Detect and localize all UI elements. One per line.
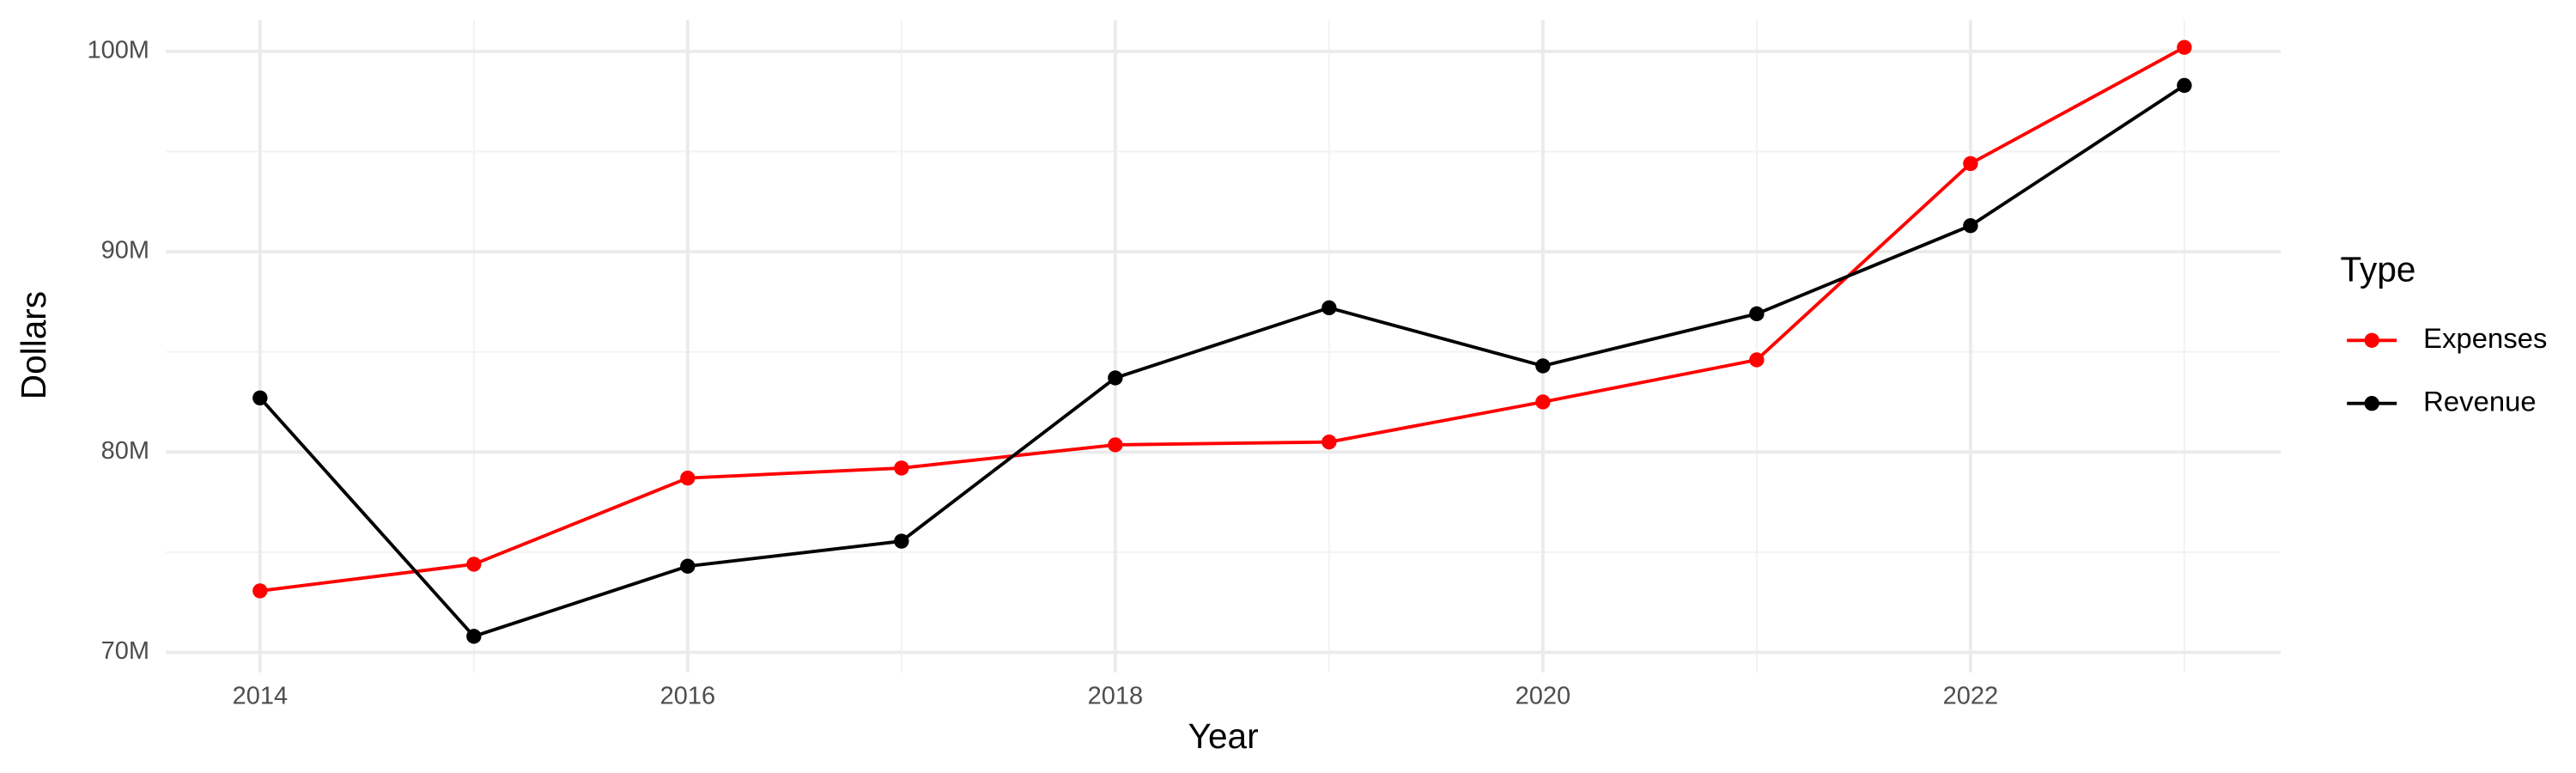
data-point: [1535, 394, 1551, 410]
x-tick-label: 2020: [1516, 683, 1571, 710]
data-point: [1108, 437, 1123, 453]
data-point: [1963, 155, 1978, 172]
data-point: [466, 629, 482, 644]
data-point: [2177, 40, 2192, 55]
data-point: [2177, 77, 2192, 94]
data-point: [680, 558, 696, 574]
data-point: [894, 533, 909, 549]
x-axis-label: Year: [1188, 716, 1259, 756]
y-tick-label: 70M: [101, 637, 149, 665]
data-point: [252, 583, 268, 599]
legend-title: Type: [2341, 250, 2416, 289]
series-line: [258, 83, 2185, 639]
legend-label: Expenses: [2423, 322, 2547, 354]
y-axis-label: Dollars: [14, 291, 53, 399]
y-tick-label: 100M: [87, 36, 149, 64]
data-point: [1321, 300, 1337, 316]
data-point: [1321, 434, 1337, 450]
legend-key-point: [2364, 332, 2379, 348]
x-tick-label: 2016: [660, 683, 715, 710]
y-tick-label: 90M: [101, 237, 149, 265]
data-point: [1749, 306, 1765, 322]
legend-label: Revenue: [2423, 385, 2537, 417]
data-point: [466, 557, 482, 572]
data-point: [1108, 370, 1123, 386]
series-line: [259, 46, 2185, 593]
data-point: [252, 390, 268, 406]
x-tick-label: 2018: [1088, 683, 1143, 710]
x-tick-label: 2022: [1943, 683, 1998, 710]
data-point: [1749, 352, 1765, 368]
data-point: [1535, 358, 1551, 374]
legend-key-point: [2364, 396, 2379, 411]
y-tick-label: 80M: [101, 437, 149, 465]
data-point: [894, 460, 909, 476]
data-point: [1963, 218, 1978, 234]
data-point: [680, 470, 696, 486]
x-tick-label: 2014: [233, 683, 288, 710]
